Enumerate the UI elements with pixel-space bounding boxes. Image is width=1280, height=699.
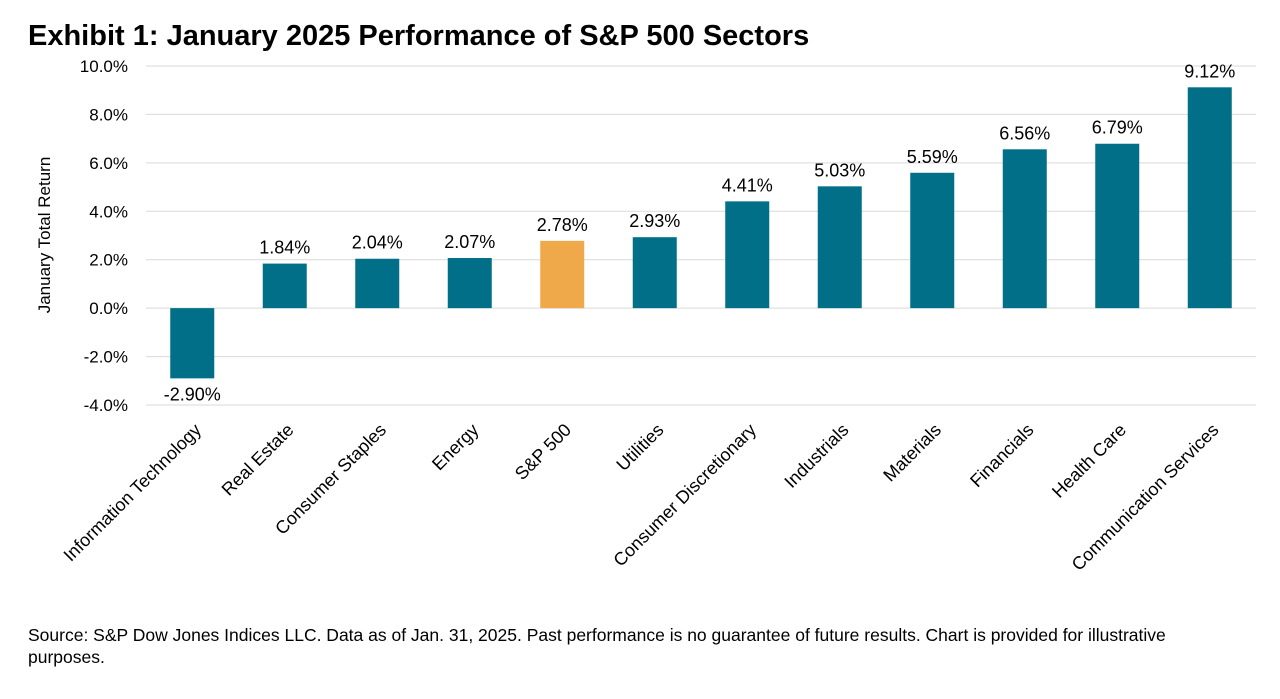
bar bbox=[447, 258, 492, 309]
bars bbox=[170, 87, 1232, 379]
bar bbox=[817, 186, 862, 309]
y-axis-ticks: 10.0% 8.0% 6.0% 4.0% 2.0% 0.0% -2.0% -4.0% bbox=[80, 57, 128, 415]
data-label: 5.59% bbox=[907, 147, 958, 167]
data-label: 9.12% bbox=[1184, 61, 1235, 81]
x-category-label: Financials bbox=[966, 420, 1037, 491]
x-category-label: Materials bbox=[879, 420, 945, 486]
bar bbox=[170, 308, 215, 379]
bar bbox=[1002, 149, 1047, 309]
bar bbox=[540, 240, 585, 309]
x-category-label: Industrials bbox=[780, 420, 852, 492]
data-label: 6.56% bbox=[999, 123, 1050, 143]
x-category-label: Health Care bbox=[1048, 420, 1130, 502]
data-label: 2.78% bbox=[537, 215, 588, 235]
data-label: 5.03% bbox=[814, 160, 865, 180]
y-axis-title: January Total Return bbox=[35, 157, 54, 314]
data-labels: -2.90% 1.84% 2.04% 2.07% 2.78% 2.93% 4.41% 5.03… bbox=[164, 61, 1236, 404]
y-tick-label: 10.0% bbox=[80, 57, 128, 76]
x-category-label: Communication Services bbox=[1068, 420, 1223, 575]
data-label: 1.84% bbox=[259, 238, 310, 258]
gridlines bbox=[146, 65, 1256, 406]
data-label: 4.41% bbox=[722, 175, 773, 195]
y-tick-label: 0.0% bbox=[89, 299, 128, 318]
bar bbox=[1187, 87, 1232, 309]
y-tick-label: 8.0% bbox=[89, 105, 128, 124]
x-category-label: Real Estate bbox=[218, 420, 298, 500]
y-tick-label: 4.0% bbox=[89, 202, 128, 221]
chart-title: Exhibit 1: January 2025 Performance of S… bbox=[28, 20, 810, 52]
bar bbox=[725, 201, 770, 309]
source-note: Source: S&P Dow Jones Indices LLC. Data … bbox=[28, 625, 1166, 667]
data-label: 6.79% bbox=[1092, 118, 1143, 138]
data-label: 2.07% bbox=[444, 232, 495, 252]
x-category-label: Energy bbox=[428, 420, 482, 474]
bar bbox=[262, 263, 307, 309]
data-label: 2.93% bbox=[629, 211, 680, 231]
x-category-label: S&P 500 bbox=[511, 420, 575, 484]
y-tick-label: -2.0% bbox=[84, 348, 128, 367]
bar bbox=[355, 258, 400, 309]
y-tick-label: 2.0% bbox=[89, 251, 128, 270]
y-tick-label: 6.0% bbox=[89, 154, 128, 173]
x-category-label: Information Technology bbox=[60, 420, 206, 566]
y-tick-label: -4.0% bbox=[84, 396, 128, 415]
data-label: -2.90% bbox=[164, 384, 221, 404]
bar bbox=[910, 172, 955, 309]
x-axis-category-labels: Information Technology Real EstateConsume… bbox=[60, 420, 1223, 575]
data-label: 2.04% bbox=[352, 233, 403, 253]
bar bbox=[632, 237, 677, 309]
x-category-label: Utilities bbox=[612, 420, 667, 475]
bar bbox=[1095, 143, 1140, 309]
